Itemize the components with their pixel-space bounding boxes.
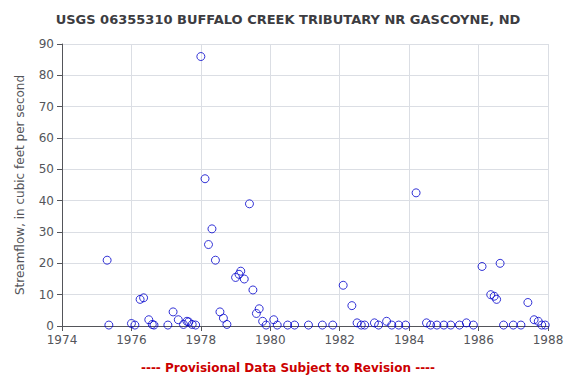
svg-text:60: 60	[39, 131, 54, 145]
svg-text:40: 40	[39, 194, 54, 208]
svg-text:---- Provisional Data Subject: ---- Provisional Data Subject to Revisio…	[141, 361, 435, 375]
svg-text:Streamflow, in cubic feet per: Streamflow, in cubic feet per second	[13, 75, 27, 295]
svg-text:USGS 06355310 BUFFALO CREEK TR: USGS 06355310 BUFFALO CREEK TRIBUTARY NR…	[56, 12, 521, 27]
svg-text:1978: 1978	[186, 333, 217, 347]
svg-text:70: 70	[39, 100, 54, 114]
svg-text:1980: 1980	[255, 333, 286, 347]
svg-text:1974: 1974	[47, 333, 78, 347]
svg-text:90: 90	[39, 37, 54, 51]
svg-text:1986: 1986	[463, 333, 494, 347]
svg-text:20: 20	[39, 256, 54, 270]
svg-text:10: 10	[39, 288, 54, 302]
svg-text:1976: 1976	[116, 333, 147, 347]
svg-text:1988: 1988	[533, 333, 564, 347]
svg-text:0: 0	[46, 319, 54, 333]
svg-text:1982: 1982	[324, 333, 355, 347]
svg-text:50: 50	[39, 162, 54, 176]
svg-text:1984: 1984	[394, 333, 425, 347]
svg-text:30: 30	[39, 225, 54, 239]
svg-text:80: 80	[39, 68, 54, 82]
